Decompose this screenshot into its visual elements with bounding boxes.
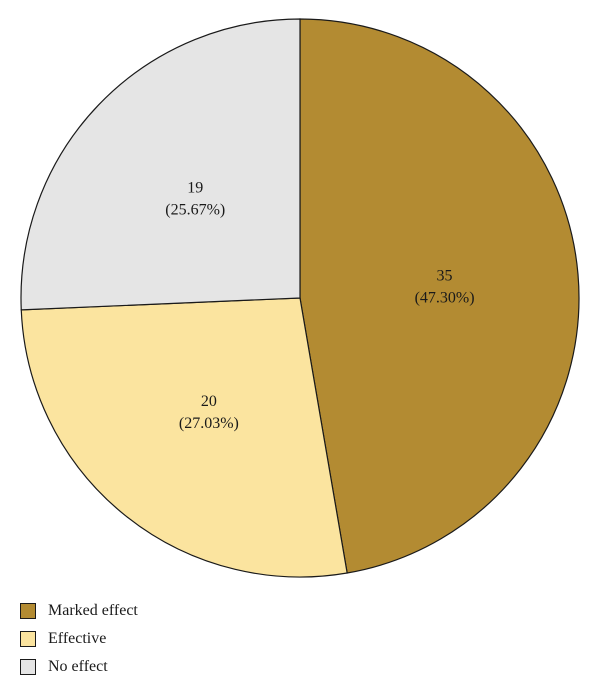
legend-item-no-effect: No effect	[20, 653, 138, 681]
legend-swatch	[20, 631, 36, 647]
data-label-value: 20	[201, 393, 217, 410]
data-label-value: 35	[437, 268, 453, 285]
pie-slice-marked-effect	[299, 18, 580, 574]
pie-slices	[20, 18, 580, 578]
legend-item-marked-effect: Marked effect	[20, 597, 138, 625]
pie-chart: 35 (47.30%) 20 (27.03%) 19 (25.67%)	[20, 18, 580, 578]
legend-item-effective: Effective	[20, 625, 138, 653]
pie-slice-effective	[20, 297, 348, 578]
data-label-percent: (27.03%)	[179, 415, 239, 432]
legend-label: No effect	[48, 658, 108, 675]
legend: Marked effect Effective No effect	[20, 597, 138, 681]
data-label-percent: (25.67%)	[165, 202, 225, 219]
legend-swatch	[20, 603, 36, 619]
data-label-percent: (47.30%)	[415, 290, 475, 307]
legend-label: Effective	[48, 630, 107, 647]
legend-swatch	[20, 659, 36, 675]
pie-slice-no-effect	[20, 18, 301, 311]
data-label-value: 19	[187, 180, 203, 197]
legend-label: Marked effect	[48, 602, 138, 619]
pie-data-labels: 35 (47.30%) 20 (27.03%) 19 (25.67%)	[165, 180, 474, 432]
